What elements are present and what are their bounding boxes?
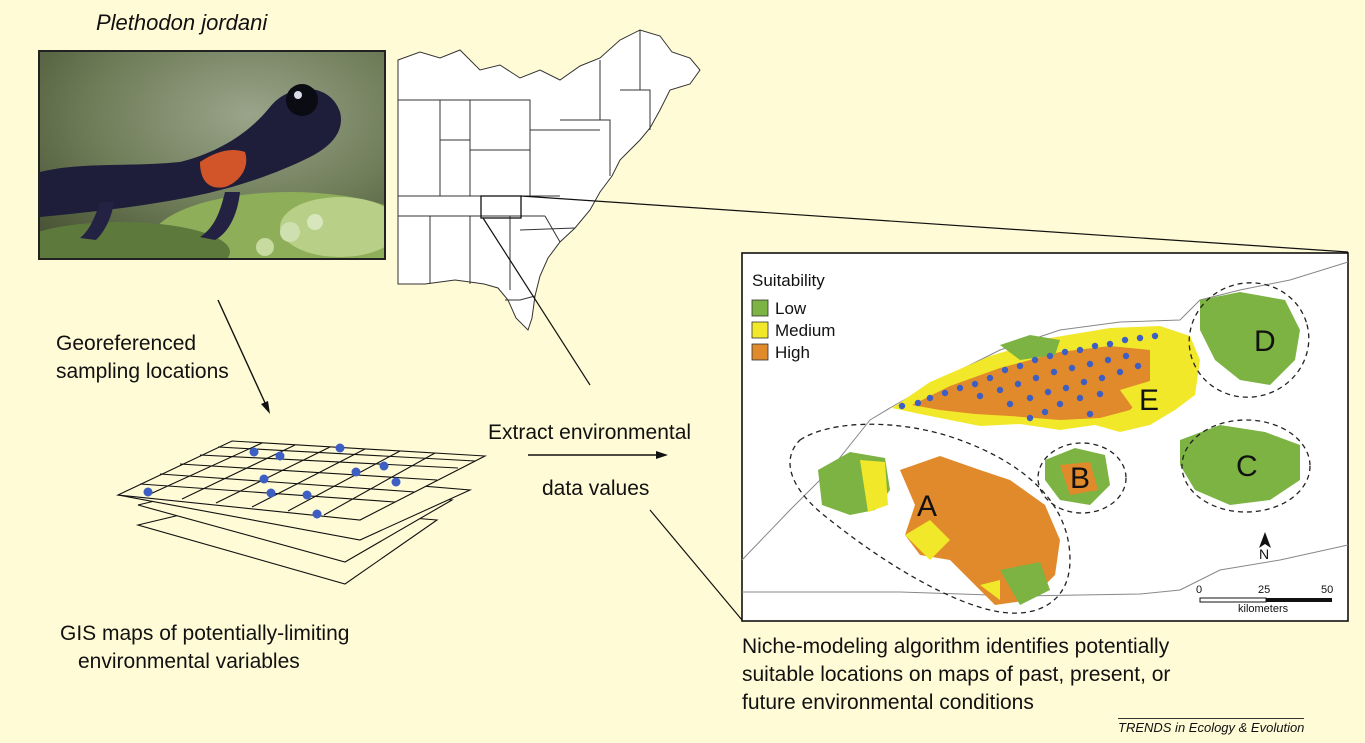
scale-bar (1199, 597, 1332, 603)
north-label: N (1259, 546, 1270, 562)
region-label-e: E (1139, 384, 1160, 417)
salamander-illustration (40, 52, 384, 258)
legend-label-low: Low (775, 299, 807, 318)
zoom-line-top (520, 195, 1349, 253)
legend-label-high: High (775, 343, 810, 362)
legend-swatch-low (751, 299, 769, 317)
north-arrow (1259, 532, 1271, 548)
gis-caption: GIS maps of potentially-limiting environ… (60, 620, 349, 676)
extract-label-line-1: Extract environmental (488, 421, 692, 444)
arrow-extract (528, 451, 668, 459)
region-label-a: A (917, 490, 938, 523)
legend-swatch-medium (751, 321, 769, 339)
region-outlines (789, 282, 1311, 614)
georeferenced-line-1: Georeferenced (56, 332, 197, 355)
niche-caption: Niche-modeling algorithm identifies pote… (742, 633, 1170, 717)
region-label-c: C (1236, 450, 1258, 483)
georeferenced-line-2: sampling locations (56, 360, 229, 383)
us-map (397, 29, 701, 331)
niche-caption-line-1: Niche-modeling algorithm identifies pote… (742, 635, 1170, 658)
gis-caption-line-1: GIS maps of potentially-limiting (60, 622, 350, 645)
sampling-points (143, 443, 401, 519)
region-label-b: B (1070, 462, 1091, 495)
arrow-photo-to-grid (217, 299, 270, 414)
zoom-line-middle (482, 217, 591, 386)
extract-label-line-2: data values (542, 477, 650, 500)
suitability-map (741, 252, 1349, 622)
niche-caption-line-2: suitable locations on maps of past, pres… (742, 663, 1171, 686)
georeferenced-label: Georeferenced sampling locations (56, 330, 229, 386)
zoom-line-bottom (649, 509, 743, 621)
niche-caption-line-3: future environmental conditions (742, 691, 1034, 714)
region-label-d: D (1254, 325, 1276, 358)
species-title: Plethodon jordani (96, 10, 268, 35)
scale-tick-25: 25 (1258, 584, 1271, 596)
occurrence-points (898, 332, 1159, 422)
legend-title: Suitability (752, 271, 825, 290)
scale-tick-50: 50 (1321, 584, 1334, 596)
scale-tick-0: 0 (1196, 584, 1203, 596)
inset-box (480, 195, 522, 219)
legend-label-medium: Medium (775, 321, 836, 340)
source-credit: TRENDS in Ecology & Evolution (1118, 718, 1305, 735)
gis-caption-line-2: environmental variables (78, 650, 300, 673)
legend-swatch-high (751, 343, 769, 361)
salamander-photo (38, 50, 386, 260)
scale-unit: kilometers (1238, 603, 1289, 615)
